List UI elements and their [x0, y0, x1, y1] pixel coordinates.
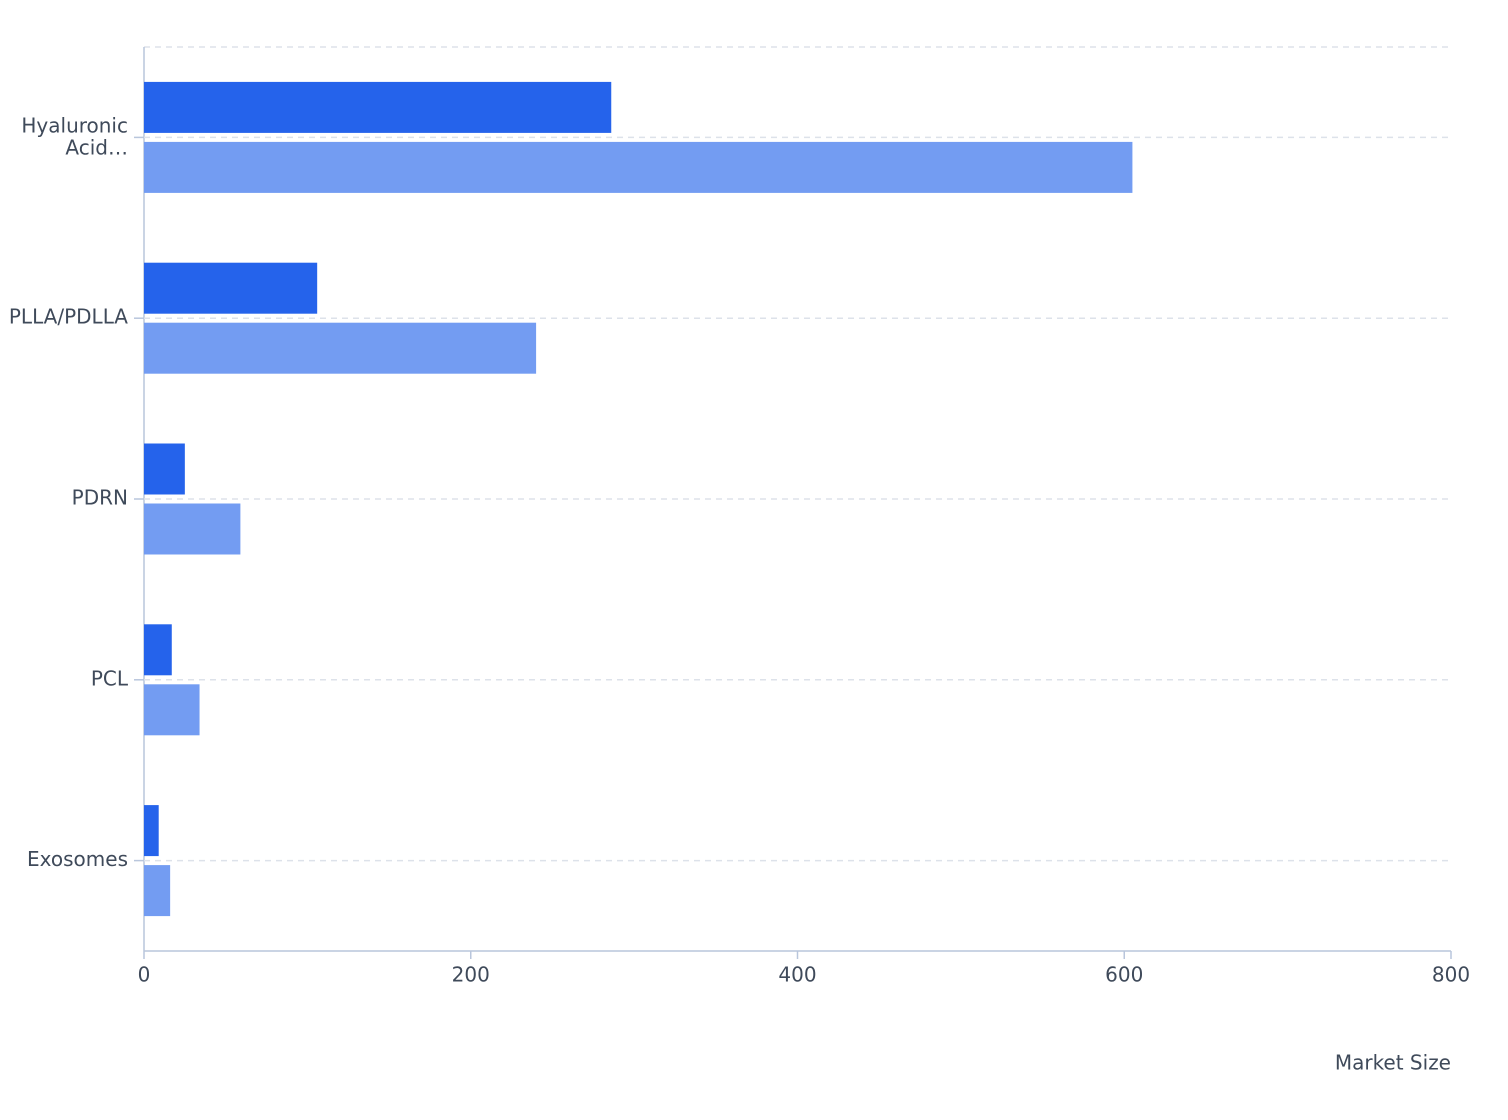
bar	[144, 443, 185, 495]
y-tick-label: PLLA/PDLLA	[9, 305, 128, 329]
x-axis-label: Market Size	[1335, 1051, 1451, 1075]
bar	[144, 141, 1133, 193]
bar	[144, 262, 318, 314]
y-tick-label: Hyaluronic Acid…	[21, 113, 128, 159]
y-tick-label-line: Acid…	[65, 135, 128, 159]
y-tick-label: Exosomes	[27, 847, 128, 871]
bar	[144, 865, 171, 917]
bar	[144, 624, 172, 676]
y-tick-label: PDRN	[72, 486, 128, 510]
bar	[144, 805, 159, 857]
bar	[144, 322, 537, 374]
x-tick-label: 200	[452, 963, 490, 987]
bar	[144, 503, 241, 555]
bar	[144, 81, 612, 133]
y-tick-label-line: Hyaluronic	[21, 113, 128, 137]
x-tick-label: 0	[138, 963, 151, 987]
y-tick-label: PCL	[91, 666, 129, 690]
x-tick-label: 800	[1432, 963, 1470, 987]
x-tick-label: 600	[1105, 963, 1143, 987]
bar	[144, 684, 200, 736]
x-tick-label: 400	[778, 963, 816, 987]
